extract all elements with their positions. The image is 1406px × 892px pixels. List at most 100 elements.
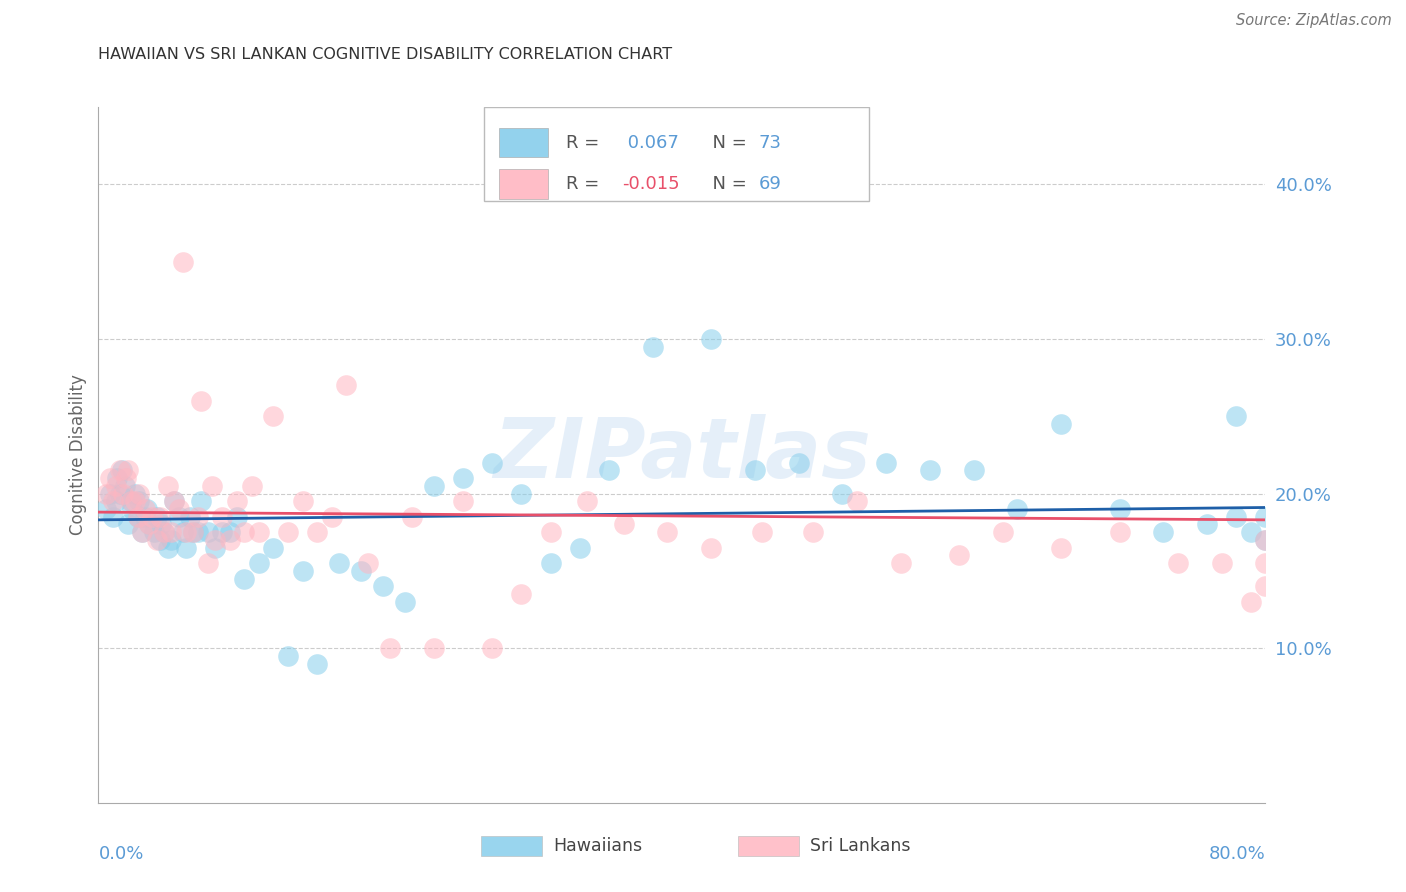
Point: [120, 494, 142, 508]
Point: [918, 463, 941, 477]
Text: Sri Lankans: Sri Lankans: [810, 838, 911, 855]
Point: [1240, 525, 1263, 540]
Point: [1050, 417, 1073, 431]
Point: [1152, 525, 1174, 540]
Point: [115, 471, 138, 485]
Point: [576, 494, 599, 508]
Point: [451, 471, 474, 485]
Point: [167, 509, 190, 524]
Point: [104, 494, 127, 508]
Point: [1240, 595, 1263, 609]
Point: [141, 509, 163, 524]
Point: [149, 533, 172, 547]
Point: [1007, 502, 1029, 516]
Point: [962, 463, 984, 477]
Text: HAWAIIAN VS SRI LANKAN COGNITIVE DISABILITY CORRELATION CHART: HAWAIIAN VS SRI LANKAN COGNITIVE DISABIL…: [98, 47, 672, 62]
Point: [247, 556, 270, 570]
Text: ZIPatlas: ZIPatlas: [494, 415, 870, 495]
Point: [350, 564, 373, 578]
Point: [211, 525, 233, 540]
Point: [149, 509, 172, 524]
Point: [226, 509, 249, 524]
Point: [134, 509, 156, 524]
Point: [174, 525, 197, 540]
Point: [127, 509, 149, 524]
Point: [510, 587, 533, 601]
Point: [153, 525, 176, 540]
FancyBboxPatch shape: [481, 836, 541, 856]
Point: [98, 486, 121, 500]
Point: [307, 525, 329, 540]
Point: [179, 509, 201, 524]
Point: [328, 556, 350, 570]
Text: R =: R =: [567, 175, 606, 193]
Point: [142, 525, 165, 540]
Point: [167, 502, 190, 516]
Point: [226, 494, 249, 508]
Point: [1108, 502, 1130, 516]
Point: [1225, 509, 1247, 524]
Point: [190, 393, 212, 408]
Point: [160, 533, 183, 547]
Point: [1254, 509, 1277, 524]
Point: [991, 525, 1014, 540]
Point: [110, 486, 132, 500]
Point: [197, 556, 219, 570]
Point: [875, 456, 897, 470]
Point: [104, 479, 127, 493]
Point: [247, 525, 270, 540]
Point: [124, 494, 146, 508]
FancyBboxPatch shape: [484, 107, 869, 201]
Point: [201, 479, 224, 493]
Point: [1254, 533, 1277, 547]
Point: [1254, 533, 1277, 547]
Point: [163, 494, 186, 508]
Point: [114, 479, 136, 493]
Point: [187, 525, 209, 540]
Point: [510, 486, 533, 500]
Point: [94, 486, 117, 500]
Point: [211, 509, 233, 524]
Point: [307, 657, 329, 671]
Point: [117, 463, 139, 477]
Point: [1195, 517, 1218, 532]
Point: [197, 525, 219, 540]
Point: [94, 502, 117, 516]
Point: [1225, 409, 1247, 424]
Point: [190, 494, 212, 508]
Point: [831, 486, 853, 500]
Point: [131, 525, 153, 540]
Y-axis label: Cognitive Disability: Cognitive Disability: [69, 375, 87, 535]
Point: [187, 509, 209, 524]
Point: [174, 541, 197, 555]
Point: [204, 541, 226, 555]
Point: [321, 509, 343, 524]
Point: [218, 525, 240, 540]
Point: [451, 494, 474, 508]
Point: [612, 517, 634, 532]
Point: [98, 471, 121, 485]
Point: [117, 517, 139, 532]
Text: Hawaiians: Hawaiians: [554, 838, 643, 855]
Point: [423, 641, 446, 656]
Text: N =: N =: [700, 134, 752, 152]
Point: [890, 556, 912, 570]
Point: [700, 541, 723, 555]
Point: [335, 378, 357, 392]
Point: [598, 463, 620, 477]
Point: [101, 494, 124, 508]
Point: [744, 463, 766, 477]
Point: [105, 471, 128, 485]
Point: [801, 525, 824, 540]
Point: [641, 340, 664, 354]
Point: [134, 502, 156, 516]
Point: [181, 525, 204, 540]
Text: R =: R =: [567, 134, 606, 152]
Point: [101, 509, 124, 524]
Point: [1108, 525, 1130, 540]
Point: [291, 494, 314, 508]
Point: [1254, 579, 1277, 593]
Point: [233, 525, 256, 540]
Point: [131, 525, 153, 540]
Point: [1167, 556, 1189, 570]
